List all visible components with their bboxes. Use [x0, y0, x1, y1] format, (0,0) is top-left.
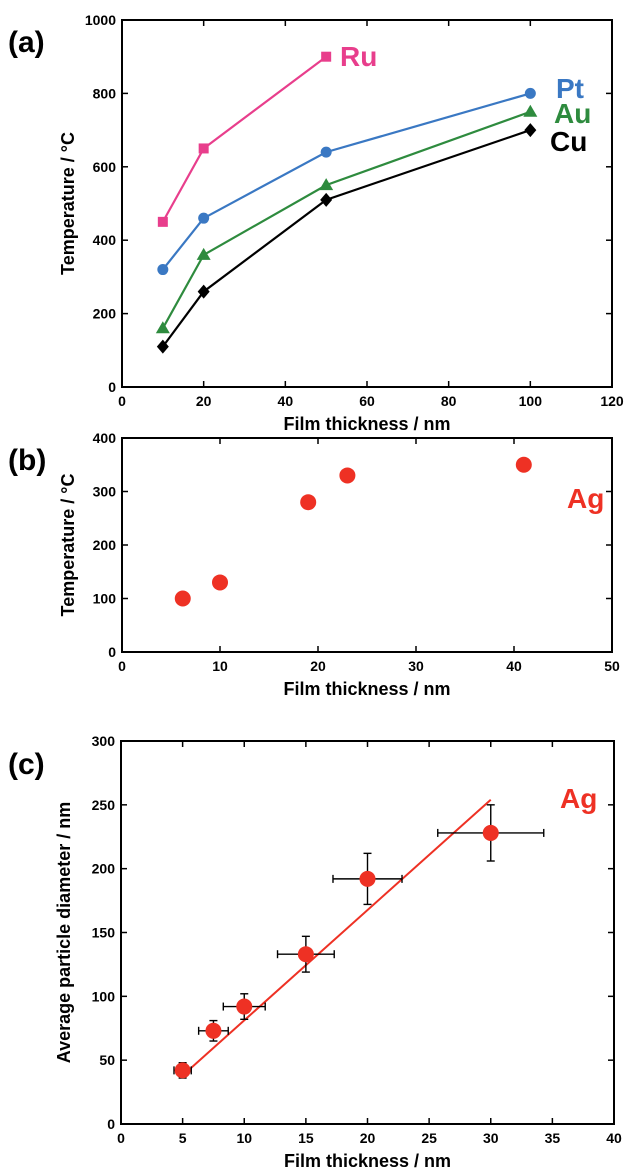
x-axis-label: Film thickness / nm — [284, 1151, 451, 1171]
panel-label: (c) — [8, 748, 45, 781]
x-tick-label: 80 — [441, 393, 457, 409]
plot-frame — [121, 19, 613, 388]
data-point-au — [155, 321, 170, 334]
y-tick-label: 0 — [108, 379, 116, 395]
series-label-ru: Ru — [340, 41, 377, 72]
data-point-cu — [156, 339, 169, 354]
x-tick-label: 0 — [117, 1130, 125, 1146]
series-line-pt — [161, 92, 531, 271]
data-point-cu — [524, 123, 537, 138]
y-tick-label: 200 — [93, 306, 117, 322]
series-label-cu: Cu — [550, 126, 587, 157]
x-tick-label: 20 — [196, 393, 212, 409]
y-tick-label: 300 — [93, 484, 117, 500]
x-tick-label: 20 — [310, 658, 326, 674]
data-point-ag — [300, 494, 317, 511]
panel-label: (a) — [8, 26, 45, 59]
fit-line — [181, 798, 492, 1077]
data-point-pt — [320, 146, 332, 158]
x-tick-label: 30 — [483, 1130, 499, 1146]
x-tick-label: 120 — [600, 393, 624, 409]
y-tick-label: 600 — [93, 159, 117, 175]
data-point-ag — [482, 824, 499, 841]
series-line-au — [161, 110, 531, 329]
series-label-ag: Ag — [560, 783, 597, 814]
y-axis-label: Temperature / °C — [58, 132, 78, 275]
y-tick-label: 0 — [107, 1116, 115, 1132]
x-tick-label: 10 — [212, 658, 228, 674]
data-point-pt — [157, 264, 169, 276]
x-axis-label: Film thickness / nm — [283, 679, 450, 699]
data-point-ag — [174, 590, 191, 607]
y-tick-label: 800 — [93, 85, 117, 101]
y-axis-label: Temperature / °C — [58, 474, 78, 617]
series-label-pt: Pt — [556, 73, 584, 104]
y-tick-label: 0 — [108, 644, 116, 660]
y-tick-label: 200 — [92, 861, 116, 877]
y-tick-label: 400 — [93, 430, 117, 446]
plot-frame — [121, 437, 613, 653]
data-point-ag — [212, 574, 228, 591]
x-tick-label: 15 — [298, 1130, 314, 1146]
data-point-ag — [174, 1062, 191, 1079]
x-tick-label: 10 — [236, 1130, 252, 1146]
x-tick-label: 40 — [606, 1130, 622, 1146]
y-tick-label: 400 — [93, 232, 117, 248]
y-tick-label: 100 — [93, 591, 117, 607]
data-point-cu — [197, 284, 210, 299]
x-tick-label: 0 — [118, 393, 126, 409]
y-tick-label: 200 — [93, 537, 117, 553]
y-tick-label: 300 — [92, 733, 116, 749]
y-axis-label: Average particle diameter / nm — [54, 802, 74, 1063]
x-tick-label: 35 — [545, 1130, 561, 1146]
x-tick-label: 40 — [278, 393, 294, 409]
data-point-ag — [339, 467, 356, 484]
y-tick-label: 100 — [92, 988, 116, 1004]
data-point-au — [196, 247, 211, 260]
panel-label: (b) — [8, 444, 46, 477]
x-axis-label: Film thickness / nm — [283, 414, 450, 434]
x-tick-label: 50 — [604, 658, 620, 674]
x-tick-label: 60 — [359, 393, 375, 409]
data-point-ru — [157, 216, 168, 227]
data-point-ag — [297, 946, 314, 963]
data-point-ag — [205, 1022, 222, 1039]
x-tick-label: 25 — [421, 1130, 437, 1146]
x-tick-label: 5 — [179, 1130, 187, 1146]
data-point-ru — [198, 143, 209, 154]
x-tick-label: 20 — [360, 1130, 376, 1146]
x-tick-label: 40 — [506, 658, 522, 674]
data-point-au — [523, 104, 538, 117]
x-tick-label: 100 — [519, 393, 543, 409]
data-point-ag — [515, 456, 532, 473]
data-point-cu — [320, 192, 333, 207]
plot-frame — [120, 740, 615, 1125]
y-tick-label: 150 — [92, 925, 116, 941]
data-point-au — [319, 178, 334, 191]
data-point-pt — [198, 212, 210, 224]
y-tick-label: 250 — [92, 797, 116, 813]
x-tick-label: 0 — [118, 658, 126, 674]
data-point-ru — [321, 51, 332, 62]
x-tick-label: 30 — [408, 658, 424, 674]
data-point-ag — [359, 870, 376, 887]
series-label-au: Au — [554, 98, 591, 129]
series-line-cu — [161, 129, 531, 348]
data-point-ag — [236, 998, 253, 1015]
series-label-ag: Ag — [567, 483, 604, 514]
y-tick-label: 50 — [99, 1052, 115, 1068]
data-point-pt — [524, 87, 536, 99]
y-tick-label: 1000 — [85, 12, 116, 28]
